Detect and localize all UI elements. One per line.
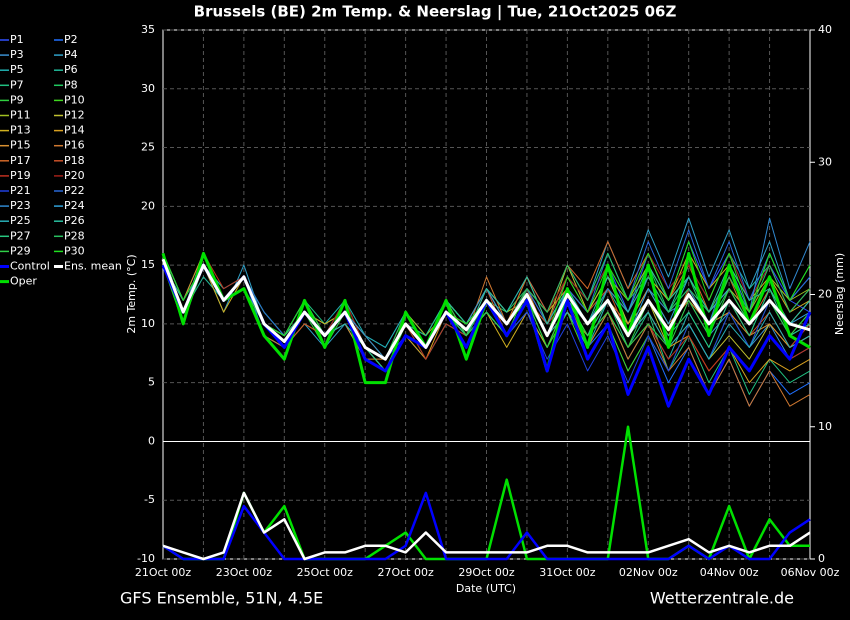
y-tick-label: 35 bbox=[141, 23, 155, 36]
legend-label: P6 bbox=[64, 63, 78, 76]
precip-line bbox=[162, 491, 811, 561]
y2-tick-label: 10 bbox=[818, 420, 832, 433]
x-tick-label: 27Oct 00z bbox=[377, 566, 434, 579]
y-tick-label: 25 bbox=[141, 141, 155, 154]
y2-axis-label: Neerslag (mm) bbox=[833, 253, 846, 335]
y-tick-label: 10 bbox=[141, 317, 155, 330]
legend-label: P23 bbox=[10, 199, 31, 212]
y-tick-label: 30 bbox=[141, 82, 155, 95]
x-tick-label: 29Oct 00z bbox=[458, 566, 515, 579]
legend-label: P22 bbox=[64, 184, 85, 197]
y-axis-label: 2m Temp. (°C) bbox=[125, 254, 138, 333]
legend-label: P12 bbox=[64, 109, 85, 122]
legend-label: P10 bbox=[64, 93, 85, 106]
x-axis-label: Date (UTC) bbox=[456, 582, 516, 595]
legend-label: Ens. mean bbox=[64, 260, 122, 273]
legend-label: P14 bbox=[64, 124, 85, 137]
precip-line bbox=[162, 491, 811, 561]
legend-label: P4 bbox=[64, 48, 78, 61]
chart-title: Brussels (BE) 2m Temp. & Neerslag | Tue,… bbox=[194, 3, 677, 22]
x-tick-label: 21Oct 00z bbox=[135, 566, 192, 579]
footer-right: Wetterzentrale.de bbox=[650, 589, 794, 608]
y-tick-label: -5 bbox=[144, 493, 155, 506]
legend-label: P21 bbox=[10, 184, 31, 197]
legend-label: Oper bbox=[10, 275, 37, 288]
legend-label: P29 bbox=[10, 244, 31, 257]
legend-label: P30 bbox=[64, 244, 85, 257]
y2-tick-label: 40 bbox=[818, 23, 832, 36]
y2-tick-label: 20 bbox=[818, 288, 832, 301]
x-tick-label: 25Oct 00z bbox=[297, 566, 354, 579]
legend-label: P13 bbox=[10, 124, 31, 137]
legend-label: P5 bbox=[10, 63, 24, 76]
temp-line bbox=[162, 253, 811, 407]
legend-label: P9 bbox=[10, 93, 24, 106]
legend-label: P25 bbox=[10, 214, 31, 227]
y-tick-label: -10 bbox=[137, 552, 155, 565]
y2-tick-label: 0 bbox=[818, 552, 825, 565]
temp-line bbox=[161, 258, 811, 361]
y-tick-label: 0 bbox=[148, 434, 155, 447]
y-tick-label: 20 bbox=[141, 199, 155, 212]
legend-label: P2 bbox=[64, 33, 78, 46]
legend-label: P19 bbox=[10, 169, 31, 182]
footer-left: GFS Ensemble, 51N, 4.5E bbox=[120, 589, 323, 608]
x-tick-label: 23Oct 00z bbox=[216, 566, 273, 579]
legend-label: P26 bbox=[64, 214, 85, 227]
legend-label: P18 bbox=[64, 154, 85, 167]
legend-label: P16 bbox=[64, 139, 85, 152]
y2-tick-label: 30 bbox=[818, 155, 832, 168]
legend-label: P28 bbox=[64, 229, 85, 242]
legend-label: P8 bbox=[64, 78, 78, 91]
x-tick-label: 31Oct 00z bbox=[539, 566, 596, 579]
y-tick-label: 15 bbox=[141, 258, 155, 271]
y-tick-label: 5 bbox=[148, 376, 155, 389]
legend-label: Control bbox=[10, 260, 50, 273]
x-tick-label: 02Nov 00z bbox=[619, 566, 678, 579]
legend-label: P11 bbox=[10, 109, 31, 122]
legend-label: P24 bbox=[64, 199, 85, 212]
legend-label: P17 bbox=[10, 154, 31, 167]
x-tick-label: 06Nov 00z bbox=[781, 566, 840, 579]
legend-label: P1 bbox=[10, 33, 24, 46]
legend-label: P20 bbox=[64, 169, 85, 182]
x-tick-label: 04Nov 00z bbox=[700, 566, 759, 579]
temp-line bbox=[161, 263, 812, 408]
legend-label: P27 bbox=[10, 229, 31, 242]
legend-label: P3 bbox=[10, 48, 24, 61]
legend-label: P7 bbox=[10, 78, 24, 91]
legend-label: P15 bbox=[10, 139, 31, 152]
